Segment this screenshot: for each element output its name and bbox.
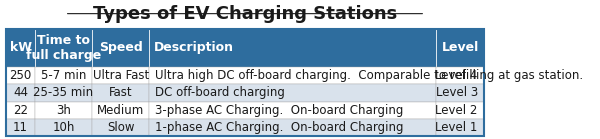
FancyBboxPatch shape xyxy=(92,29,149,67)
FancyBboxPatch shape xyxy=(436,67,484,84)
FancyBboxPatch shape xyxy=(436,29,484,67)
Text: Ultra high DC off-board charging.  Comparable to refilling at gas station.: Ultra high DC off-board charging. Compar… xyxy=(155,69,583,82)
FancyBboxPatch shape xyxy=(6,29,35,67)
Text: Level 3: Level 3 xyxy=(436,86,478,99)
Text: Slow: Slow xyxy=(107,121,134,134)
Text: Description: Description xyxy=(154,41,235,54)
FancyBboxPatch shape xyxy=(436,84,484,101)
FancyBboxPatch shape xyxy=(436,101,484,119)
FancyBboxPatch shape xyxy=(92,84,149,101)
FancyBboxPatch shape xyxy=(149,119,436,136)
FancyBboxPatch shape xyxy=(149,29,436,67)
FancyBboxPatch shape xyxy=(92,101,149,119)
Text: Level: Level xyxy=(442,41,479,54)
Text: kW: kW xyxy=(10,41,32,54)
Text: Fast: Fast xyxy=(109,86,133,99)
Text: DC off-board charging: DC off-board charging xyxy=(155,86,285,99)
FancyBboxPatch shape xyxy=(35,84,92,101)
FancyBboxPatch shape xyxy=(6,119,35,136)
Text: 11: 11 xyxy=(13,121,28,134)
FancyBboxPatch shape xyxy=(92,67,149,84)
FancyBboxPatch shape xyxy=(35,29,92,67)
FancyBboxPatch shape xyxy=(35,119,92,136)
Text: Types of EV Charging Stations: Types of EV Charging Stations xyxy=(93,5,397,23)
FancyBboxPatch shape xyxy=(149,67,436,84)
Text: 3-phase AC Charging.  On-board Charging: 3-phase AC Charging. On-board Charging xyxy=(155,104,404,117)
FancyBboxPatch shape xyxy=(6,101,35,119)
FancyBboxPatch shape xyxy=(92,119,149,136)
FancyBboxPatch shape xyxy=(149,84,436,101)
Text: 3h: 3h xyxy=(56,104,71,117)
Text: Medium: Medium xyxy=(97,104,145,117)
Text: Ultra Fast: Ultra Fast xyxy=(93,69,149,82)
Text: 22: 22 xyxy=(13,104,28,117)
Text: Speed: Speed xyxy=(99,41,143,54)
FancyBboxPatch shape xyxy=(436,119,484,136)
FancyBboxPatch shape xyxy=(6,84,35,101)
FancyBboxPatch shape xyxy=(35,101,92,119)
Text: 5-7 min: 5-7 min xyxy=(41,69,86,82)
Text: Level 4: Level 4 xyxy=(436,69,478,82)
FancyBboxPatch shape xyxy=(35,67,92,84)
Text: 44: 44 xyxy=(13,86,28,99)
FancyBboxPatch shape xyxy=(149,101,436,119)
Text: 25-35 min: 25-35 min xyxy=(34,86,94,99)
Text: Level 2: Level 2 xyxy=(436,104,478,117)
Text: Level 1: Level 1 xyxy=(436,121,478,134)
Text: 10h: 10h xyxy=(52,121,75,134)
Text: 250: 250 xyxy=(10,69,32,82)
Text: Time to
full charge: Time to full charge xyxy=(26,34,101,62)
Text: 1-phase AC Charging.  On-board Charging: 1-phase AC Charging. On-board Charging xyxy=(155,121,404,134)
FancyBboxPatch shape xyxy=(6,67,35,84)
